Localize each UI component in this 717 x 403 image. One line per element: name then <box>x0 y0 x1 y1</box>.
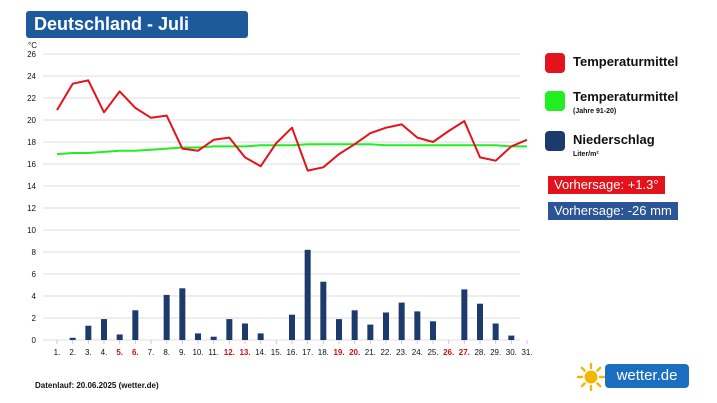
x-tick-label: 1. <box>54 348 61 357</box>
x-tick-label: 12. <box>224 348 235 357</box>
y-tick-label: 6 <box>32 270 37 279</box>
x-tick-label: 29. <box>490 348 501 357</box>
y-tick-label: 2 <box>32 314 37 323</box>
precip-bar <box>226 319 233 340</box>
y-tick-label: 24 <box>27 72 36 81</box>
precip-bar <box>320 281 327 340</box>
precip-bar <box>179 288 186 340</box>
x-tick-label: 7. <box>148 348 155 357</box>
legend-label-clim: Temperaturmittel <box>573 89 679 104</box>
precip-bar <box>242 323 248 340</box>
y-tick-label: 22 <box>27 94 36 103</box>
precip-bar <box>116 334 123 340</box>
legend-swatch-precip <box>545 131 565 151</box>
x-tick-label: 31. <box>521 348 532 357</box>
x-tick-label: 23. <box>396 348 407 357</box>
precip-bar <box>461 289 468 340</box>
x-tick-label: 9. <box>179 348 186 357</box>
y-tick-label: 12 <box>27 204 36 213</box>
y-tick-label: 14 <box>27 182 36 191</box>
x-tick-label: 21. <box>365 348 376 357</box>
legend-sub-clim: (Jahre 91-20) <box>573 108 617 115</box>
wetter-logo[interactable]: wetter.de <box>605 364 689 388</box>
y-tick-label: 10 <box>27 226 36 235</box>
x-tick-label: 4. <box>101 348 108 357</box>
precip-bar <box>101 319 107 340</box>
x-tick-label: 19. <box>333 348 344 357</box>
x-tick-label: 17. <box>302 348 313 357</box>
page-title: Deutschland - Juli <box>26 11 248 38</box>
x-tick-labels: 1. 2. 3. 4. 5. 6. 7. 8. 9. 10. 11. 12. 13. 14. 15. 16. 1… <box>54 348 533 357</box>
legend-swatch-temp <box>545 53 565 73</box>
x-tick-label: 27. <box>459 348 470 357</box>
precip-bar <box>367 324 374 340</box>
precip-bar <box>257 333 264 340</box>
x-tick-label: 26. <box>443 348 454 357</box>
precip-bar <box>69 337 76 340</box>
x-tick-label: 20. <box>349 348 360 357</box>
x-tick-label: 10. <box>192 348 203 357</box>
legend-swatch-clim <box>545 91 565 111</box>
x-tick-label: 28. <box>474 348 485 357</box>
x-tick-label: 16. <box>286 348 297 357</box>
precip-bar <box>351 310 358 340</box>
x-tick-label: 22. <box>380 348 391 357</box>
x-tick-label: 14. <box>255 348 266 357</box>
x-tick-label: 18. <box>318 348 329 357</box>
y-unit-label: °C <box>28 41 37 50</box>
precip-bar <box>414 311 421 340</box>
x-tick-label: 5. <box>116 348 123 357</box>
y-tick-label: 16 <box>27 160 36 169</box>
y-tick-label: 18 <box>27 138 36 147</box>
precip-bar <box>132 310 139 340</box>
x-tick-label: 30. <box>506 348 517 357</box>
legend-label-precip: Niederschlag <box>573 132 655 147</box>
y-tick-label: 0 <box>32 336 37 345</box>
legend-label-temp: Temperaturmittel <box>573 54 679 69</box>
precip-bar <box>398 302 405 340</box>
precip-bar <box>289 314 295 340</box>
x-tick-label: 8. <box>163 348 170 357</box>
precip-bar <box>210 336 217 340</box>
precip-bar <box>195 333 201 340</box>
legend-sub-precip: Liter/m² <box>573 151 599 158</box>
precip-bars <box>69 249 515 340</box>
x-tick-label: 15. <box>271 348 282 357</box>
precip-bar <box>304 249 311 340</box>
precip-bar <box>383 312 389 340</box>
y-tick-label: 8 <box>32 248 37 257</box>
x-tick-label: 25. <box>427 348 438 357</box>
y-tick-label: 26 <box>27 50 36 59</box>
forecast-temp-badge: Vorhersage: +1.3° <box>548 176 665 194</box>
y-tick-label: 20 <box>27 116 36 125</box>
precip-bar <box>508 335 515 340</box>
precip-bar <box>336 319 342 340</box>
data-run-note: Datenlauf: 20.06.2025 (wetter.de) <box>35 381 159 390</box>
series-line <box>56 79 528 172</box>
forecast-precip-badge: Vorhersage: -26 mm <box>548 202 678 220</box>
precip-bar <box>163 294 170 340</box>
temp-lines <box>56 79 528 172</box>
series-line <box>56 143 527 156</box>
x-tick-label: 13. <box>239 348 250 357</box>
x-tick-label: 6. <box>132 348 139 357</box>
x-tick-label: 3. <box>85 348 92 357</box>
precip-bar <box>492 323 499 340</box>
sun-icon <box>576 362 606 392</box>
precip-bar <box>85 325 92 340</box>
x-tick-label: 24. <box>412 348 423 357</box>
x-tick-label: 11. <box>208 348 219 357</box>
x-tick-label: 2. <box>69 348 76 357</box>
precip-bar <box>477 303 483 340</box>
precip-bar <box>430 321 436 340</box>
y-tick-label: 4 <box>32 292 37 301</box>
